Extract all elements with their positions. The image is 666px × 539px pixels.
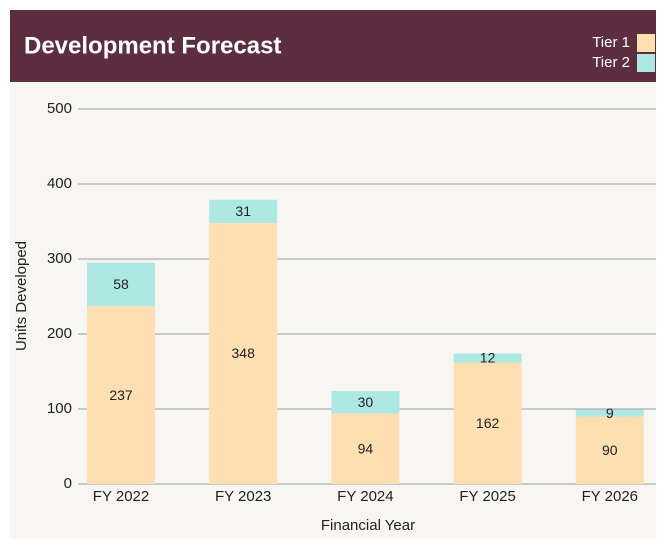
y-tick-label: 0 <box>64 475 72 492</box>
bar-segment <box>87 262 155 307</box>
bar-segment <box>575 409 644 417</box>
data-label: 90 <box>602 442 618 458</box>
data-label: 58 <box>113 276 129 292</box>
bar-segment <box>331 391 400 414</box>
data-label: 162 <box>476 415 500 431</box>
legend-swatch <box>637 34 655 52</box>
data-label: 12 <box>480 350 496 366</box>
legend-label: Tier 1 <box>592 34 630 51</box>
x-tick-label: FY 2025 <box>459 488 515 505</box>
x-tick-label: FY 2024 <box>337 488 393 505</box>
bar-segment <box>575 416 644 484</box>
data-label: 9 <box>606 405 614 421</box>
bar-segment <box>209 223 278 484</box>
y-tick-label: 100 <box>47 400 72 417</box>
data-label: 30 <box>358 394 374 410</box>
y-tick-label: 500 <box>47 100 72 117</box>
y-tick-label: 200 <box>47 325 72 342</box>
y-axis-label: Units Developed <box>13 241 30 351</box>
x-tick-label: FY 2022 <box>93 488 149 505</box>
data-label: 237 <box>109 387 133 403</box>
y-tick-label: 300 <box>47 250 72 267</box>
data-label: 94 <box>358 440 374 456</box>
bar-segment <box>453 353 522 363</box>
bar-segment <box>87 306 155 484</box>
x-tick-label: FY 2023 <box>215 488 271 505</box>
x-axis-label: Financial Year <box>321 517 415 534</box>
bar-segment <box>453 362 522 484</box>
bar-segment <box>331 413 400 484</box>
bar-segment <box>209 199 278 223</box>
x-tick-label: FY 2026 <box>582 488 638 505</box>
legend-label: Tier 2 <box>592 54 630 71</box>
data-label: 31 <box>235 203 251 219</box>
chart-title: Development Forecast <box>24 32 281 59</box>
y-tick-label: 400 <box>47 175 72 192</box>
legend-swatch <box>637 54 655 72</box>
header <box>10 10 656 82</box>
data-label: 348 <box>232 345 256 361</box>
